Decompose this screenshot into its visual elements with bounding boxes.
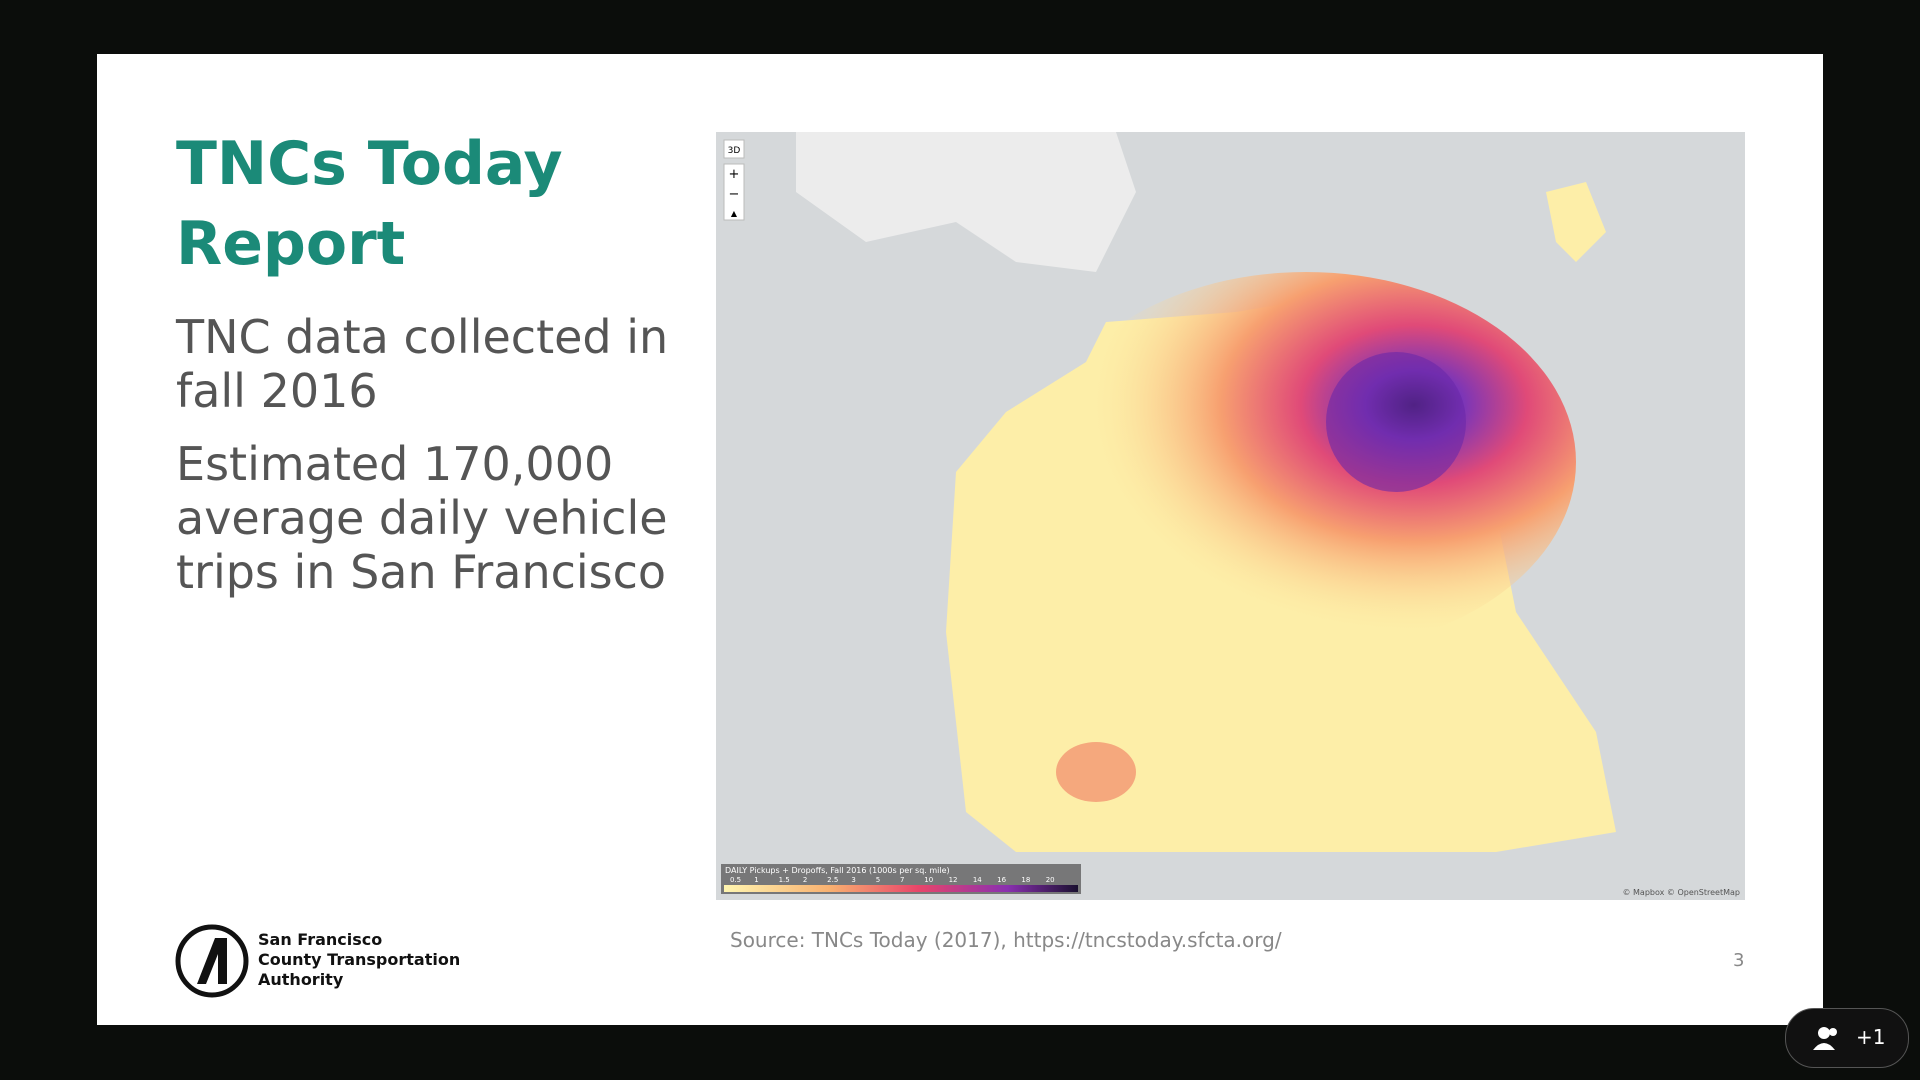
legend-tick: 5 xyxy=(876,876,880,884)
participants-button[interactable]: +1 xyxy=(1785,1008,1909,1068)
legend-tick: 18 xyxy=(1021,876,1030,884)
legend-tick: 3 xyxy=(851,876,855,884)
attribution: © Mapbox © OpenStreetMap xyxy=(1622,888,1740,897)
legend-tick: 0.5 xyxy=(730,876,741,884)
map: 3D + − ▲ DAILY Pickups + Dropoffs, Fall … xyxy=(716,132,1745,900)
zoom-out[interactable]: − xyxy=(729,187,740,202)
logo-line: San Francisco xyxy=(258,930,383,949)
legend-tick: 2 xyxy=(803,876,807,884)
logo-line: Authority xyxy=(258,970,344,989)
heatmap-core xyxy=(1326,352,1466,492)
legend-title: DAILY Pickups + Dropoffs, Fall 2016 (100… xyxy=(725,866,950,875)
logo-text: San Francisco County Transportation Auth… xyxy=(258,930,460,990)
legend-scale xyxy=(724,885,1078,892)
logo-mark xyxy=(175,924,249,998)
map-legend: DAILY Pickups + Dropoffs, Fall 2016 (100… xyxy=(721,864,1081,894)
logo-line: County Transportation xyxy=(258,950,461,969)
slide-title: TNCs Today Report xyxy=(176,129,563,279)
legend-tick: 12 xyxy=(949,876,958,884)
source: Source: TNCs Today (2017), https://tncst… xyxy=(730,928,1282,952)
people-icon xyxy=(1813,1027,1837,1050)
map-controls: 3D + − ▲ xyxy=(723,139,745,221)
legend-tick: 1 xyxy=(754,876,758,884)
island xyxy=(1546,182,1606,262)
legend-tick: 1.5 xyxy=(779,876,790,884)
heatmap-spot xyxy=(1056,742,1136,802)
legend-tick: 10 xyxy=(924,876,933,884)
legend-tick: 20 xyxy=(1046,876,1055,884)
page-number: 3 xyxy=(1733,950,1745,971)
zoom-controls xyxy=(723,163,745,221)
participants-count: +1 xyxy=(1856,1025,1886,1049)
legend-tick: 7 xyxy=(900,876,904,884)
legend-tick: 14 xyxy=(973,876,982,884)
marin-land xyxy=(796,132,1136,272)
legend-tick: 16 xyxy=(997,876,1006,884)
bullet: TNC data collected in fall 2016 xyxy=(176,310,669,418)
control-label: 3D xyxy=(728,146,741,156)
bullet: Estimated 170,000 average daily vehicle … xyxy=(176,437,668,599)
zoom-in[interactable]: + xyxy=(729,167,740,182)
slide: TNCs Today Report TNC data collected in … xyxy=(97,54,1823,1025)
heatmap xyxy=(1036,272,1576,652)
compass[interactable]: ▲ xyxy=(731,209,738,218)
control-3d[interactable] xyxy=(723,139,745,159)
legend-tick: 2.5 xyxy=(827,876,838,884)
